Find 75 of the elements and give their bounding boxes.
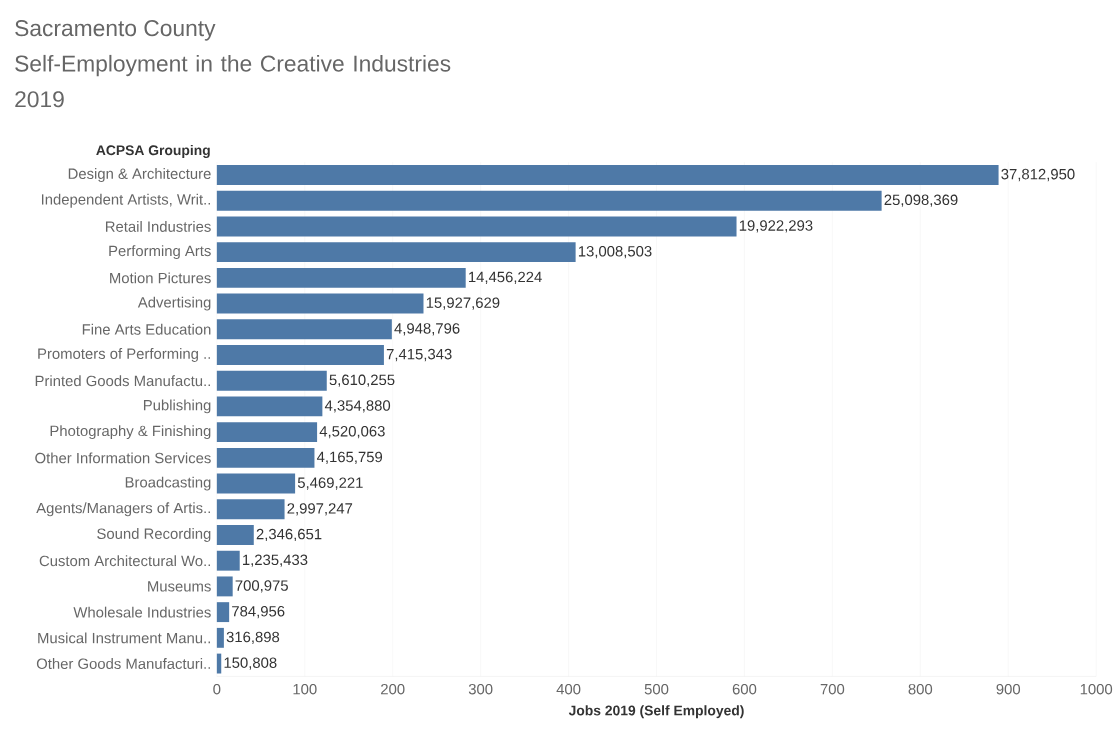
y-tick-label: Agents/Managers of Artis.. (36, 502, 210, 517)
annotation: 2,346,651 (256, 528, 322, 542)
bar (216, 370, 327, 391)
annotation: 316,898 (226, 631, 280, 644)
bar (216, 190, 882, 211)
bar (216, 267, 466, 288)
y-tick-label: Other Information Services (35, 452, 211, 464)
bar (216, 627, 224, 648)
x-tick-label: 100 (293, 683, 317, 695)
chart-subtitle: Self-Employment in the Creative Industries 2019 (15, 54, 451, 108)
bar (216, 216, 737, 237)
chart-title: Sacramento County (15, 20, 216, 41)
y-tick-label: Other Goods Manufacturi.. (36, 658, 210, 670)
annotation: 700,975 (235, 580, 288, 593)
x-tick-label: 600 (732, 683, 757, 695)
y-tick-label: Photography & Finishing (50, 425, 211, 440)
bar (216, 396, 323, 417)
bar (216, 165, 999, 185)
annotation: 4,520,063 (319, 425, 385, 439)
y-tick-label: Wholesale Industries (73, 606, 211, 618)
annotation: 784,956 (232, 605, 285, 619)
annotation: 37,812,950 (1001, 168, 1075, 182)
x-tick-label: 800 (908, 683, 933, 695)
bar (216, 319, 392, 340)
bar (216, 293, 424, 314)
y-tick-label: Fine Arts Education (82, 323, 211, 335)
bar (216, 576, 233, 597)
bar (216, 422, 318, 443)
bar (216, 602, 230, 623)
annotation: 14,456,224 (469, 271, 542, 284)
annotation: 7,415,343 (386, 348, 452, 362)
annotation: 25,098,369 (884, 194, 958, 207)
annotation: 5,469,221 (297, 477, 363, 490)
annotation: 5,610,255 (329, 374, 395, 387)
x-axis-title: Jobs 2019 (Self Employed) (568, 705, 744, 719)
bar (216, 447, 315, 468)
annotation: 19,922,293 (739, 220, 813, 233)
annotation: 4,354,880 (324, 400, 391, 413)
bar (216, 653, 222, 674)
annotation: 2,997,247 (287, 503, 353, 516)
y-tick-label: Promoters of Performing .. (38, 348, 210, 362)
y-tick-label: Printed Goods Manufactu.. (35, 375, 210, 387)
y-tick-label: Sound Recording (97, 528, 211, 542)
bar (216, 345, 384, 365)
y-tick-label: Custom Architectural Wo.. (39, 555, 210, 567)
y-tick-label: Motion Pictures (110, 272, 211, 284)
y-tick-label: Retail Industries (105, 220, 211, 232)
y-tick-label: Musical Instrument Manu.. (38, 632, 210, 644)
bar (216, 473, 296, 494)
bar (216, 242, 576, 263)
annotation: 1,235,433 (243, 554, 308, 567)
bar (216, 550, 240, 571)
x-tick-label: 700 (820, 683, 845, 695)
y-tick-label: Performing Arts (109, 245, 211, 260)
annotation: 4,948,796 (394, 323, 460, 336)
x-tick-label: 400 (556, 683, 581, 695)
x-tick-label: 900 (996, 683, 1021, 695)
y-tick-label: Museums (148, 581, 211, 592)
x-tick-label: 500 (644, 683, 669, 695)
y-tick-label: Publishing (143, 399, 211, 414)
x-tick-label: 0 (213, 683, 221, 695)
annotation: 15,927,629 (426, 297, 500, 310)
bar (216, 499, 285, 520)
y-tick-label: Design & Architecture (68, 168, 211, 182)
y-tick-label: Independent Artists, Writ.. (41, 193, 210, 208)
x-tick-label: 1000 (1080, 683, 1113, 695)
annotation: 150,808 (224, 657, 277, 670)
bar (216, 525, 254, 545)
annotation: 13,008,503 (578, 246, 652, 259)
y-tick-label: Broadcasting (125, 476, 211, 491)
y-axis-title: ACPSA Grouping (96, 144, 210, 158)
x-tick-label: 300 (468, 683, 493, 695)
x-tick-label: 200 (381, 683, 405, 695)
annotation: 4,165,759 (316, 451, 383, 464)
y-tick-label: Advertising (137, 296, 211, 311)
